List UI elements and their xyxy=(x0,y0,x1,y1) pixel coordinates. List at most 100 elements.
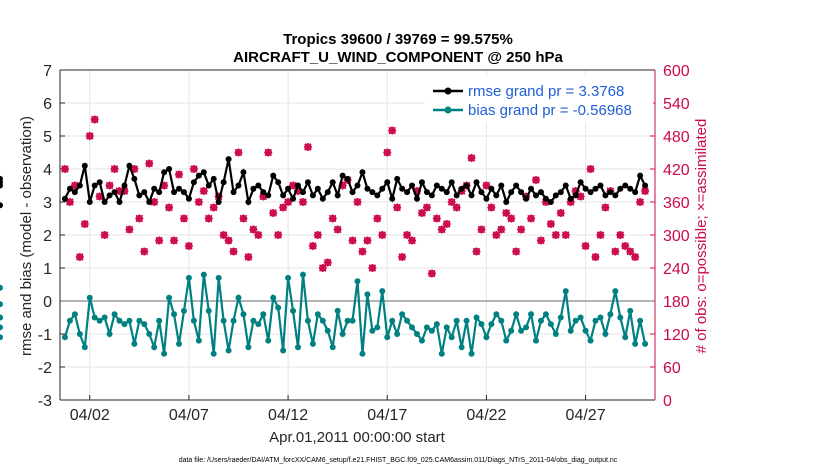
rmse-point xyxy=(617,185,624,192)
rmse-point xyxy=(96,179,103,186)
rmse-point xyxy=(379,185,386,192)
bias-point xyxy=(190,317,197,324)
rmse-point xyxy=(537,189,544,196)
y2-tick-label: 120 xyxy=(663,327,690,344)
bias-point xyxy=(354,278,361,285)
x-tick-label: 04/17 xyxy=(367,407,407,424)
bias-point xyxy=(161,350,168,357)
bias-point xyxy=(106,331,113,337)
rmse-point xyxy=(339,172,346,179)
bias-point xyxy=(637,317,644,324)
obs-assimilated-point xyxy=(135,214,144,223)
rmse-point xyxy=(0,182,3,189)
bias-point xyxy=(260,311,267,318)
obs-assimilated-point xyxy=(487,203,496,212)
obs-assimilated-point xyxy=(358,247,367,256)
rmse-point xyxy=(443,189,450,196)
rmse-point xyxy=(433,182,440,189)
rmse-point xyxy=(384,179,391,186)
obs-assimilated-point xyxy=(264,148,273,157)
y2-axis-label: # of obs: o=possible; ×=assimilated xyxy=(693,119,710,354)
rmse-point xyxy=(106,192,113,199)
obs-assimilated-point xyxy=(224,236,233,245)
rmse-point xyxy=(582,185,589,192)
obs-assimilated-point xyxy=(388,126,397,135)
y2-tick-label: 60 xyxy=(663,360,681,377)
bias-point xyxy=(210,350,217,357)
bias-point xyxy=(304,317,311,324)
bias-point xyxy=(587,337,594,344)
bias-point xyxy=(518,327,525,334)
obs-assimilated-point xyxy=(170,236,179,245)
bias-point xyxy=(493,311,500,318)
obs-assimilated-point xyxy=(442,220,451,228)
bias-point xyxy=(295,344,301,351)
bias-point xyxy=(369,327,376,334)
y-tick-label: 4 xyxy=(43,162,52,179)
bias-point xyxy=(285,274,292,281)
bias-point xyxy=(245,344,252,351)
bias-point xyxy=(176,340,182,347)
rmse-point xyxy=(399,185,406,192)
bias-point xyxy=(220,317,227,324)
bias-point xyxy=(572,317,579,324)
obs-assimilated-point xyxy=(318,264,327,272)
legend-rmse-marker xyxy=(444,87,452,95)
bias-point xyxy=(488,321,495,328)
x-tick-label: 04/02 xyxy=(70,407,110,424)
obs-assimilated-point xyxy=(214,192,223,201)
bias-point xyxy=(607,311,614,318)
y-tick-label: -2 xyxy=(38,360,52,377)
bias-point xyxy=(399,311,406,318)
rmse-point xyxy=(299,189,306,196)
bias-point xyxy=(542,311,549,318)
rmse-point xyxy=(369,189,376,196)
bias-point xyxy=(503,337,510,344)
bias-point xyxy=(483,334,490,341)
rmse-point xyxy=(176,185,182,192)
rmse-point xyxy=(533,192,539,199)
bias-point xyxy=(349,317,356,324)
obs-assimilated-point xyxy=(403,231,412,239)
legend-bias-label: bias grand pr = -0.56968 xyxy=(468,102,632,119)
obs-assimilated-point xyxy=(150,198,159,206)
bias-point xyxy=(111,311,118,318)
rmse-point xyxy=(562,182,569,189)
bias-point xyxy=(428,327,435,334)
bias-point xyxy=(265,337,272,344)
obs-assimilated-point xyxy=(70,181,79,190)
rmse-point xyxy=(612,192,619,199)
bias-point xyxy=(433,321,440,328)
bias-point xyxy=(146,331,153,337)
bias-point xyxy=(547,321,554,328)
bias-point xyxy=(126,317,133,324)
bias-point xyxy=(101,314,108,321)
obs-assimilated-point xyxy=(437,225,446,234)
rmse-point xyxy=(587,189,594,196)
rmse-point xyxy=(215,199,222,205)
bias-point xyxy=(344,317,351,324)
bias-point xyxy=(116,317,123,324)
obs-assimilated-point xyxy=(209,203,218,212)
rmse-point xyxy=(185,195,192,202)
obs-assimilated-point xyxy=(65,198,74,206)
obs-assimilated-point xyxy=(616,231,625,239)
obs-assimilated-point xyxy=(447,198,456,206)
rmse-point xyxy=(428,192,435,199)
obs-assimilated-point xyxy=(541,198,550,206)
obs-assimilated-point xyxy=(477,225,486,234)
rmse-point xyxy=(270,172,277,179)
bias-point xyxy=(235,294,242,301)
y-tick-label: 6 xyxy=(43,96,52,113)
rmse-point xyxy=(483,195,490,202)
chart-title-line2: AIRCRAFT_U_WIND_COMPONENT @ 250 hPa xyxy=(233,49,563,66)
rmse-point xyxy=(309,192,316,199)
obs-assimilated-point xyxy=(551,231,560,239)
bias-point xyxy=(86,294,93,301)
x-axis-label: Apr.01,2011 00:00:00 start xyxy=(269,429,446,446)
rmse-point xyxy=(275,179,282,186)
bias-point xyxy=(171,311,178,318)
obs-assimilated-point xyxy=(576,192,585,201)
y2-tick-label: 540 xyxy=(663,96,690,113)
